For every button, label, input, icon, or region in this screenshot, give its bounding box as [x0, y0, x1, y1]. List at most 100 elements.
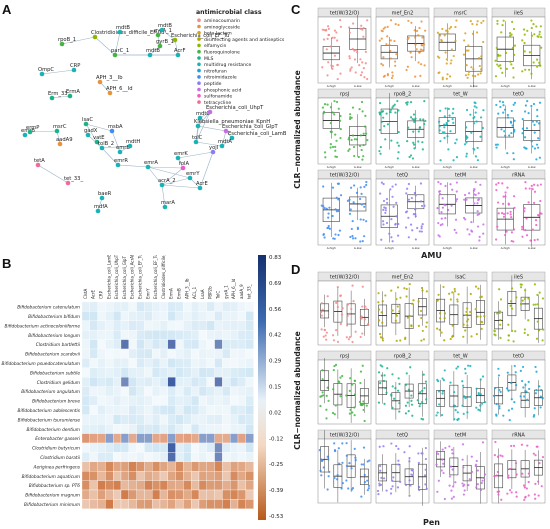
data-point [501, 71, 504, 74]
network-node [157, 43, 163, 49]
data-point [468, 192, 471, 195]
facet-plot-area [317, 16, 372, 84]
heatmap-cell [245, 489, 254, 500]
network-node-label: parC_1 [111, 48, 129, 54]
data-point [334, 155, 337, 158]
heatmap-cell [105, 348, 114, 359]
heatmap-cell [120, 414, 129, 425]
data-point [444, 107, 447, 110]
data-point [510, 287, 514, 290]
data-point [358, 64, 361, 67]
data-point [508, 418, 511, 422]
heatmap-cell [152, 433, 161, 444]
data-point [362, 144, 365, 147]
heatmap-cell [214, 386, 223, 397]
network-edge [197, 111, 211, 127]
data-point [396, 286, 400, 289]
heatmap-cell [144, 461, 153, 472]
facet: lsaC [433, 271, 488, 346]
data-point [388, 43, 391, 46]
heatmap-cell [245, 339, 254, 350]
data-point [481, 126, 484, 130]
data-point [351, 134, 355, 137]
heatmap-cell [120, 471, 129, 481]
heatmap-cell [191, 311, 200, 321]
data-point [354, 237, 357, 240]
data-point [451, 117, 454, 121]
data-point [437, 120, 441, 123]
data-point [443, 312, 447, 315]
data-point [535, 143, 539, 146]
data-point [522, 28, 526, 31]
heatmap-cell [237, 424, 246, 434]
data-point [469, 395, 472, 398]
data-point [497, 493, 500, 496]
x-tick-label: A-low [354, 165, 362, 169]
network-node [175, 155, 181, 161]
data-point [521, 365, 525, 369]
network-node [223, 128, 229, 134]
data-point [381, 64, 385, 67]
data-point [466, 136, 469, 139]
data-point [323, 151, 327, 154]
data-point [467, 364, 470, 367]
x-tick-label: A-low [412, 84, 420, 88]
data-point [353, 184, 356, 187]
data-point [470, 220, 473, 224]
network-edge [161, 184, 166, 208]
data-point [494, 440, 497, 444]
data-point [528, 387, 531, 391]
data-point [445, 62, 448, 65]
data-point [339, 322, 342, 326]
data-point [413, 191, 416, 195]
data-point [502, 202, 505, 205]
data-point [438, 125, 441, 128]
heatmap-cell [144, 386, 153, 397]
data-point [519, 286, 523, 289]
data-point [476, 483, 479, 486]
data-point [483, 314, 486, 318]
data-point [438, 328, 441, 331]
data-point [523, 210, 526, 213]
data-point [464, 396, 467, 400]
data-point [417, 452, 420, 455]
data-point [501, 455, 504, 458]
data-point [423, 204, 426, 207]
heatmap-cell [152, 339, 161, 350]
data-point [423, 43, 426, 46]
data-point [328, 227, 332, 230]
heatmap-cell [198, 471, 207, 481]
data-point [476, 315, 479, 318]
data-point [319, 469, 322, 472]
data-point [441, 223, 444, 226]
heatmap-cell [206, 480, 215, 491]
data-point [541, 297, 545, 300]
heatmap-cell [128, 489, 137, 500]
data-point [441, 390, 445, 393]
data-point [421, 389, 424, 392]
data-point [321, 369, 324, 372]
data-point [473, 202, 476, 205]
heatmap-cell [159, 311, 168, 321]
data-point [334, 149, 337, 152]
heatmap-cell [105, 358, 114, 368]
heatmap-cell [81, 442, 90, 453]
data-point [530, 19, 533, 22]
network-node-label: emrA [144, 160, 158, 166]
data-point [341, 307, 344, 310]
heatmap-cell [113, 367, 122, 378]
heatmap-cell [230, 442, 239, 453]
data-point [479, 72, 482, 75]
data-point [451, 468, 454, 471]
data-point [321, 378, 324, 381]
data-point [322, 110, 326, 113]
data-point [359, 134, 362, 137]
network-node-label: gadX [84, 128, 98, 134]
heatmap-cell [245, 301, 254, 312]
data-point [450, 204, 453, 207]
heatmap-cell [230, 452, 239, 462]
data-point [414, 36, 417, 39]
heatmap-column-label: TolC [216, 291, 221, 300]
data-point [511, 329, 514, 333]
heatmap-cell [230, 414, 239, 425]
